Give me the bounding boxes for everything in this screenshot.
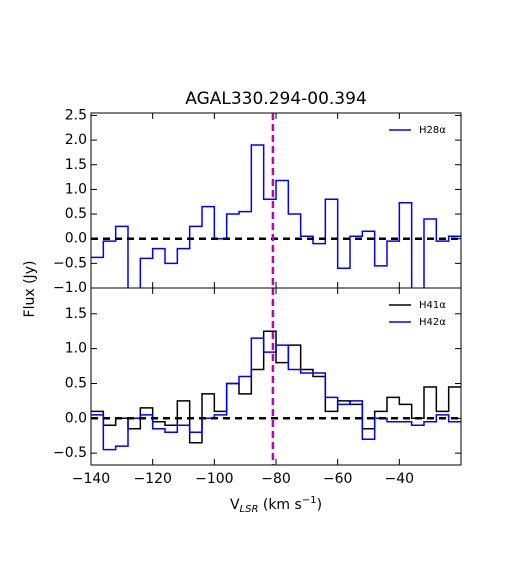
legend-label: H42α (419, 317, 446, 328)
legend-label: H41α (419, 300, 446, 311)
y-tick-label: −1.0 (53, 280, 87, 296)
x-axis-label-part: LSR (240, 504, 259, 515)
axes-frame (90, 112, 462, 289)
y-tick-label: 0.0 (65, 410, 87, 426)
axes-frame (90, 287, 462, 466)
y-axis-label: Flux (Jy) (22, 261, 38, 318)
plot-area (91, 113, 461, 288)
step-line (91, 337, 461, 451)
x-axis-label-part: −1 (302, 495, 317, 506)
x-tick-label: −40 (385, 471, 415, 487)
x-tick-label: −140 (72, 471, 110, 487)
y-tick-label: 2.5 (65, 107, 87, 123)
y-tick-label: 1.5 (65, 157, 87, 173)
y-tick-label: 0.5 (65, 206, 87, 222)
x-tick-label: −100 (195, 471, 233, 487)
legend-label: H28α (419, 125, 446, 136)
x-tick-label: −60 (323, 471, 353, 487)
y-tick-label: 0.5 (65, 375, 87, 391)
x-tick-label: −120 (133, 471, 171, 487)
y-tick-label: 2.0 (65, 132, 87, 148)
y-tick-label: 1.0 (65, 181, 87, 197)
x-axis-label-part: ) (317, 497, 322, 513)
y-tick-label: 0.0 (65, 231, 87, 247)
y-tick-label: 1.0 (65, 341, 87, 357)
x-axis-label-part: (km s (258, 497, 301, 513)
step-line (91, 144, 461, 288)
plot-area (91, 288, 461, 465)
y-tick-label: 1.5 (65, 306, 87, 322)
x-tick-label: −80 (261, 471, 291, 487)
chart-title: AGAL330.294-00.394 (185, 89, 367, 109)
y-tick-label: −0.5 (53, 445, 87, 461)
y-tick-label: −0.5 (53, 255, 87, 271)
x-axis-label-part: V (230, 497, 240, 513)
x-axis-label: VLSR (km s−1) (230, 495, 322, 515)
